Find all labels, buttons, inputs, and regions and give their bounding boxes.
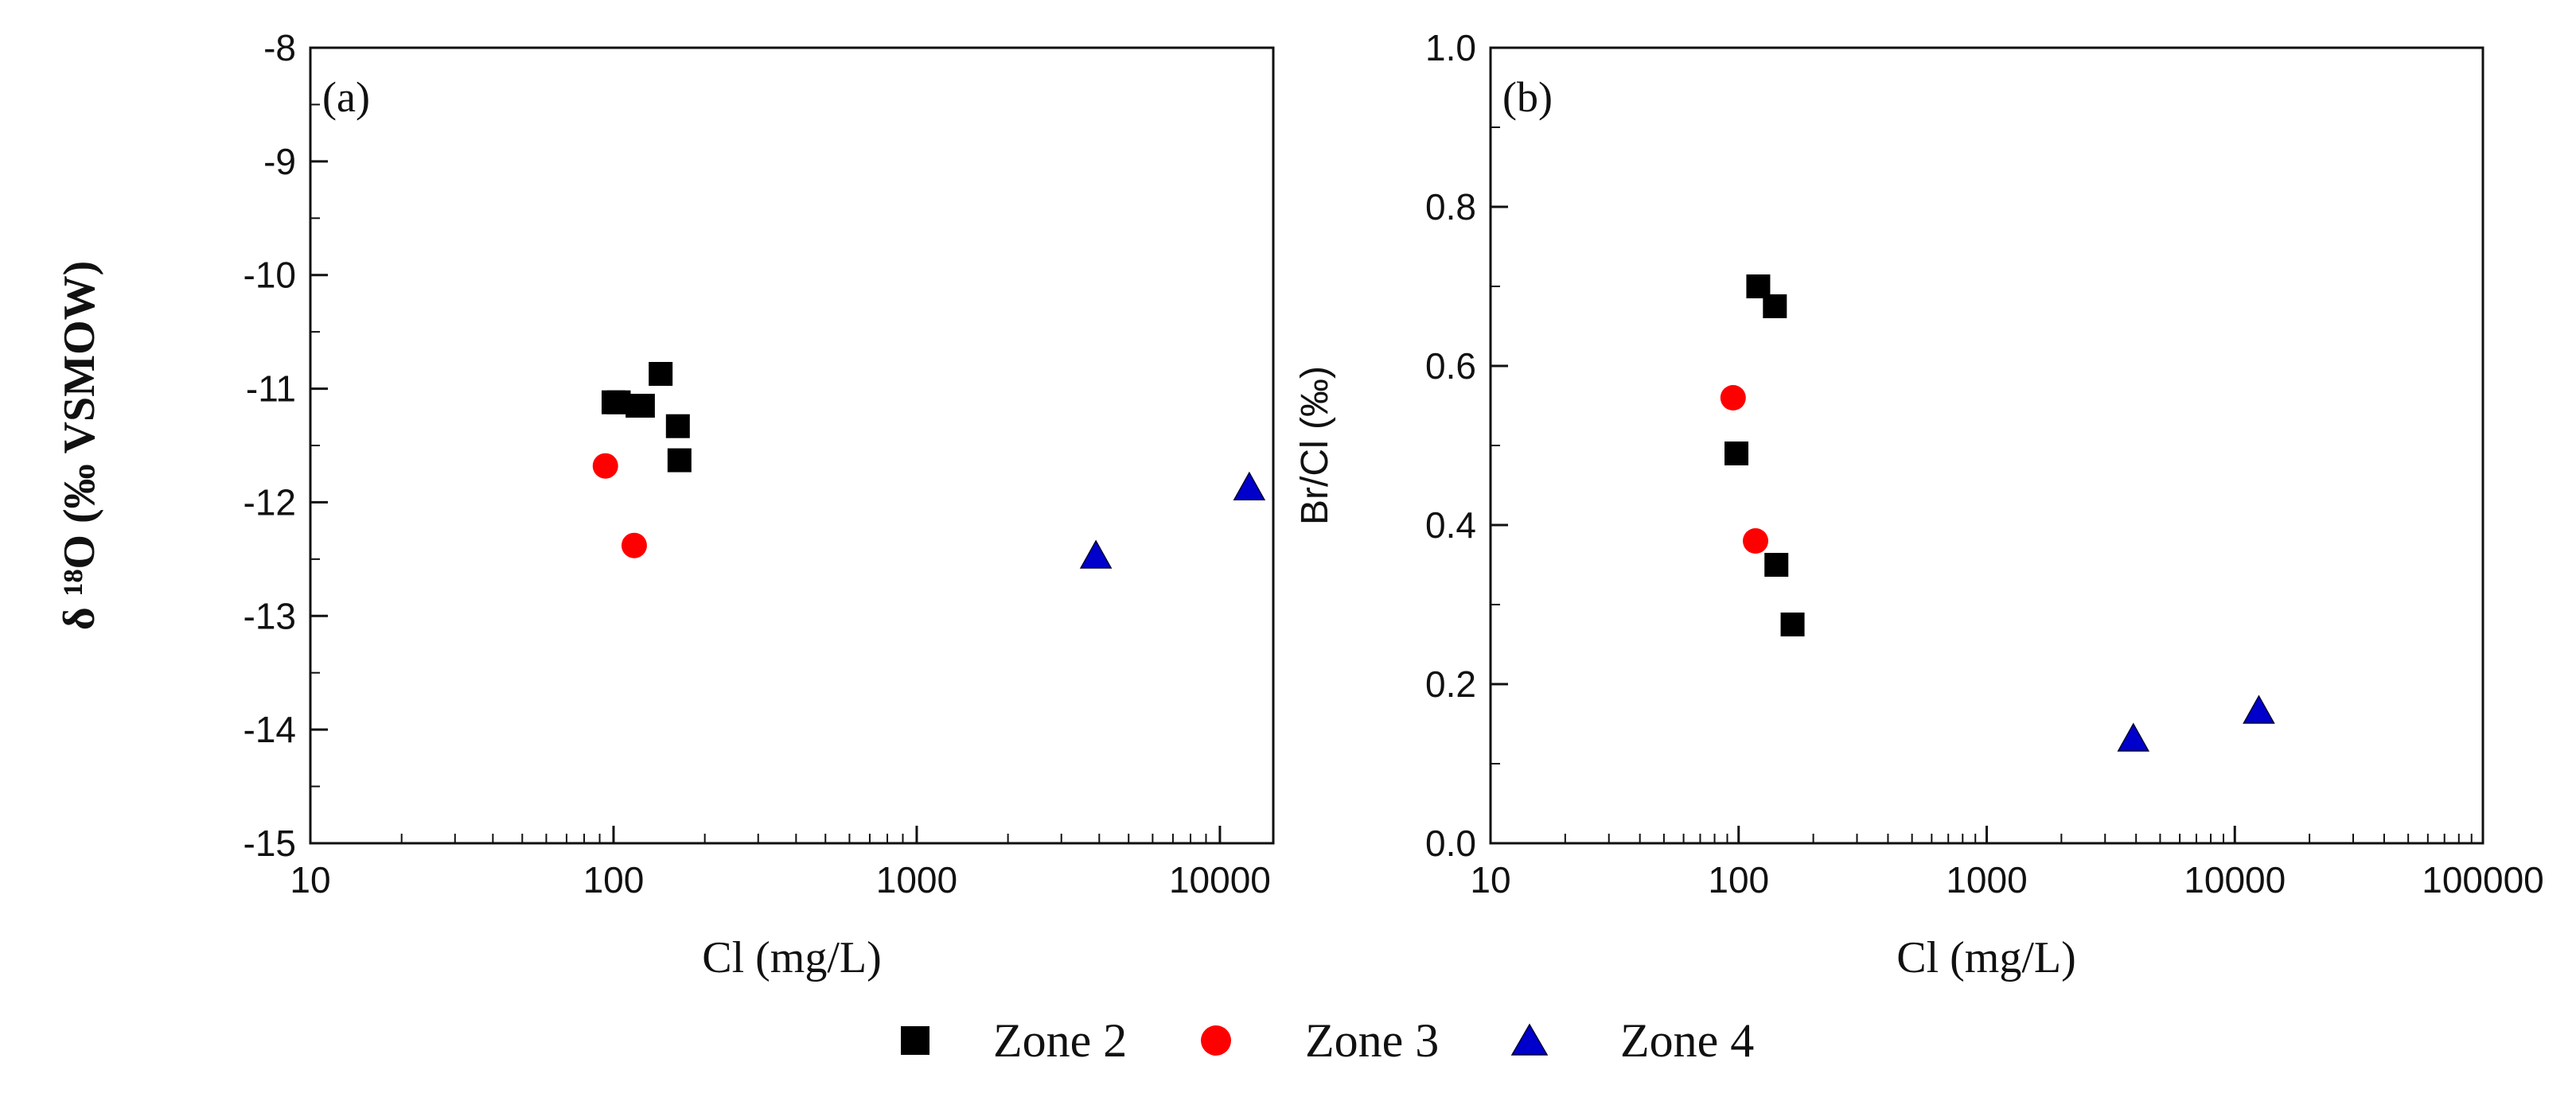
point-zone-2 [630,394,655,418]
data-points-b [1720,274,2275,752]
point-zone-2 [649,362,673,386]
point-zone-4 [1079,539,1113,569]
legend-label-zone-2: Zone 2 [993,1014,1127,1067]
x-tick-label: 10000 [1169,859,1271,901]
x-tick-label: 100 [583,859,645,901]
point-zone-2 [667,448,692,473]
x-axis-title-b: Cl (mg/L) [1896,933,2076,982]
y-tick-label: 1.0 [1425,27,1476,68]
y-tick-label: -14 [244,709,296,750]
y-tick-labels-a: -15 -14 -13 -12 -11 -10 -9 -8 [244,27,296,864]
ticks-a [309,46,1222,845]
ticks-b [1489,46,2484,845]
x-tick-label: 100 [1708,859,1769,901]
panel-label-b: (b) [1502,73,1553,121]
y-tick-label: -12 [244,481,296,523]
x-tick-label: 10 [290,859,330,901]
legend-marker-zone-2 [901,1026,929,1055]
x-tick-label: 1000 [876,859,957,901]
x-tick-label: 100000 [2422,859,2544,901]
point-zone-3 [621,532,647,558]
panel-b: 0.00.20.40.60.81.0 10 100 1000 10000 100000 … [1294,27,2544,982]
point-zone-4 [2117,722,2150,752]
point-zone-2 [1724,442,1749,465]
y-tick-label: 0.4 [1425,504,1476,546]
legend-label-zone-4: Zone 4 [1620,1014,1754,1067]
point-zone-2 [1764,553,1789,577]
x-tick-label: 10 [1470,859,1510,901]
y-axis-title-a: δ ¹⁸O (‰ VSMOW) [55,261,104,631]
y-tick-labels-b: 0.0 0.2 0.4 0.6 0.8 1.0 [1425,27,1476,864]
point-zone-2 [665,414,690,438]
x-tick-label: 1000 [1946,859,2027,901]
legend-marker-zone-3 [1201,1025,1231,1056]
y-tick-label: 0.2 [1425,663,1476,705]
point-zone-3 [1743,528,1769,554]
point-zone-4 [1233,471,1266,501]
y-tick-label: -8 [263,27,296,68]
y-tick-label: -15 [244,823,296,864]
panel-a: -15 -14 -13 -12 -11 -10 -9 -8 10 100 1000 10000 (a… [55,27,1275,982]
y-tick-label: 0.6 [1425,345,1476,387]
panel-label-a: (a) [322,73,370,121]
x-tick-labels-a: 10 100 1000 10000 [290,859,1270,901]
y-tick-label: -10 [244,255,296,296]
point-zone-3 [592,453,618,479]
point-zone-4 [2243,694,2275,724]
data-points-a [592,362,1266,569]
y-tick-label: -13 [244,595,296,636]
x-tick-labels-b: 10 100 1000 10000 100000 [1470,859,2543,901]
y-tick-label: 0.0 [1425,823,1476,864]
point-zone-2 [1780,613,1805,636]
y-tick-label: 0.8 [1425,186,1476,228]
plot-frame-a [309,46,1275,845]
y-tick-label: -9 [263,141,296,182]
point-zone-3 [1720,385,1746,410]
plot-frame-b [1489,46,2484,845]
legend: Zone 2 Zone 3 Zone 4 [901,1014,1754,1067]
y-axis-title-b: Br/Cl (‰) [1294,366,1336,525]
legend-label-zone-3: Zone 3 [1305,1014,1439,1067]
x-tick-label: 10000 [2184,859,2286,901]
x-axis-title-a: Cl (mg/L) [702,933,882,982]
legend-marker-zone-4 [1510,1023,1549,1056]
point-zone-2 [1763,294,1787,318]
y-tick-label: -11 [246,368,296,410]
